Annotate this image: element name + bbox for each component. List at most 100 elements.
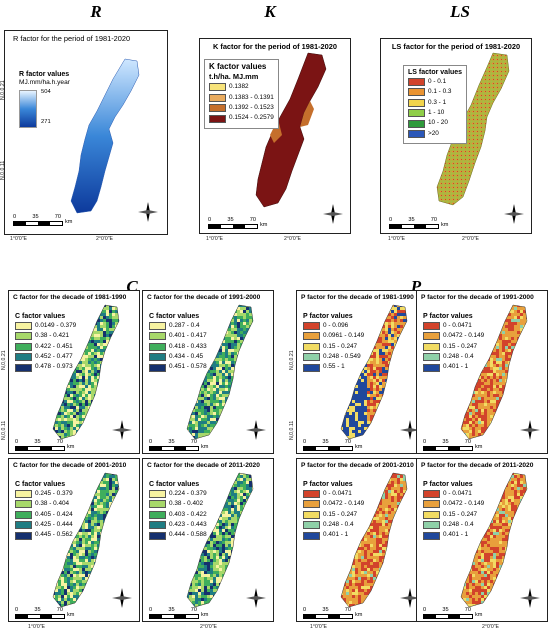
legend-label: 0.15 - 0.247	[443, 342, 478, 350]
legend-swatch	[149, 332, 166, 341]
c-factor-map	[52, 304, 120, 440]
scale-bar: 0 35 70 km	[303, 607, 362, 619]
coord-lon-right: 2°0'0"E	[96, 236, 114, 242]
panel-title: K factor for the period of 1981-2020	[212, 42, 338, 51]
legend-item: 0.0472 - 0.149	[423, 332, 485, 341]
scale-70: 70	[430, 217, 437, 223]
legend-label: 0.1382	[229, 83, 249, 91]
r-factor-map	[70, 58, 140, 214]
c-factor-legend: C factor values 0.245 - 0.379 0.38 - 0.404…	[15, 481, 73, 542]
p-factor-decade-panel: P factor for the decade of 2011-2020 P fa…	[416, 458, 548, 622]
legend-label: 0.1383 - 0.1391	[229, 93, 274, 101]
legend-label: 0.248 - 0.4	[323, 520, 354, 528]
scale-35: 35	[34, 607, 41, 613]
legend-label: 0.0472 - 0.149	[443, 332, 485, 340]
legend-swatch	[423, 510, 440, 519]
legend-item: 0.0472 - 0.149	[303, 500, 364, 509]
legend-swatch	[303, 342, 320, 351]
north-arrow-icon	[112, 588, 132, 608]
legend-swatch	[15, 322, 32, 330]
legend-item: 0.445 - 0.562	[15, 531, 73, 540]
scale-0: 0	[15, 439, 19, 445]
legend-item: 0.1524 - 0.2579	[209, 114, 274, 123]
scale-unit: km	[475, 612, 483, 618]
section-letter-r: R	[90, 2, 102, 21]
p-factor-map	[340, 472, 408, 608]
scale-bar: 0 35 70 km	[149, 607, 208, 619]
legend-swatch	[408, 109, 425, 118]
coord-lon-left: 1°0'0"E	[388, 236, 406, 242]
legend-label: 0.287 - 0.4	[169, 321, 200, 329]
legend-gradient	[19, 89, 37, 128]
scale-bar: 0 35 70 km	[149, 439, 208, 451]
p-factor-map	[460, 472, 528, 608]
legend-label: 0.224 - 0.379	[169, 489, 207, 497]
legend-label: 10 - 20	[428, 119, 448, 127]
scale-0: 0	[389, 217, 393, 223]
legend-label: 1 - 10	[428, 108, 445, 116]
c-factor-decade-panel: C factor for the decade of 2011-2020 C fa…	[142, 458, 274, 622]
scale-0: 0	[15, 607, 19, 613]
legend-swatch	[408, 88, 425, 97]
legend-swatch	[149, 490, 166, 498]
legend-swatch	[15, 521, 32, 530]
scale-35: 35	[32, 214, 39, 220]
legend-label: 0.418 - 0.433	[169, 342, 207, 350]
legend-label: 0.0472 - 0.149	[443, 500, 485, 508]
legend-swatch	[209, 93, 226, 102]
panel-title: R factor for the period of 1981-2020	[13, 34, 131, 43]
legend-swatch	[209, 104, 226, 113]
legend-item: 0.245 - 0.379	[15, 490, 73, 498]
legend-swatch	[303, 322, 320, 330]
legend-label: 0.478 - 0.973	[35, 363, 73, 371]
legend-label: 0.425 - 0.444	[35, 520, 73, 528]
p-factor-map	[340, 304, 408, 440]
panel-title: C factor for the decade of 2011-2020	[147, 462, 260, 469]
panel-title: P factor for the decade of 2001-2010	[301, 462, 414, 469]
legend-swatch	[149, 531, 166, 540]
panel-title: C factor for the decade of 2001-2010	[13, 462, 127, 469]
legend-label: 0.1 - 0.3	[428, 88, 452, 96]
north-arrow-icon	[138, 202, 158, 222]
scale-70: 70	[190, 607, 197, 613]
legend-item: 1 - 10	[408, 108, 462, 118]
c-factor-decade-panel: C factor for the decade of 1981-1990 C fa…	[8, 290, 140, 454]
scale-unit: km	[201, 612, 209, 618]
legend-swatch	[15, 490, 32, 498]
r-factor-legend: R factor values MJ.mm/ha.h.year 504 271	[19, 71, 70, 128]
north-arrow-icon	[246, 420, 266, 440]
c-factor-map	[52, 472, 120, 608]
legend-label: 0.38 - 0.402	[169, 500, 204, 508]
legend-swatch	[149, 510, 166, 519]
legend-item: 0.287 - 0.4	[149, 322, 207, 330]
legend-swatch	[15, 500, 32, 509]
legend-item: 0.401 - 1	[423, 363, 484, 372]
coord-lon-left: 1°0'0"E	[28, 624, 46, 630]
legend-unit: t.h/ha. MJ.mm	[209, 72, 259, 81]
legend-item: 0.451 - 0.578	[149, 363, 207, 372]
k-factor-panel: K factor for the period of 1981-2020 K f…	[199, 38, 351, 234]
legend-swatch	[303, 490, 320, 498]
legend-item: 0.425 - 0.444	[15, 520, 73, 530]
legend-swatch	[423, 322, 440, 330]
scale-bar: 0 35 70 km	[423, 439, 482, 451]
legend-title: P factor values	[303, 481, 353, 488]
legend-swatch	[15, 342, 32, 351]
legend-swatch	[149, 353, 166, 362]
legend-swatch	[408, 119, 425, 128]
legend-item: 0.434 - 0.45	[149, 353, 207, 362]
scale-70: 70	[56, 607, 63, 613]
scale-70: 70	[54, 214, 61, 220]
legend-title: C factor values	[149, 313, 200, 320]
legend-swatch	[303, 510, 320, 519]
legend-label: 0.444 - 0.588	[169, 531, 207, 539]
legend-swatch	[423, 353, 440, 362]
legend-label: 0.55 - 1	[323, 363, 345, 371]
coord-lon-right: 2°0'0"E	[200, 624, 218, 630]
legend-item: 0.1382	[209, 83, 274, 92]
legend-item: 0.15 - 0.247	[303, 511, 364, 519]
panel-title: P factor for the decade of 2011-2020	[421, 462, 534, 469]
c-factor-legend: C factor values 0.224 - 0.379 0.38 - 0.402…	[149, 481, 207, 542]
legend-swatch	[209, 83, 226, 92]
c-factor-legend: C factor values 0.0149 - 0.379 0.38 - 0.42…	[15, 313, 76, 374]
